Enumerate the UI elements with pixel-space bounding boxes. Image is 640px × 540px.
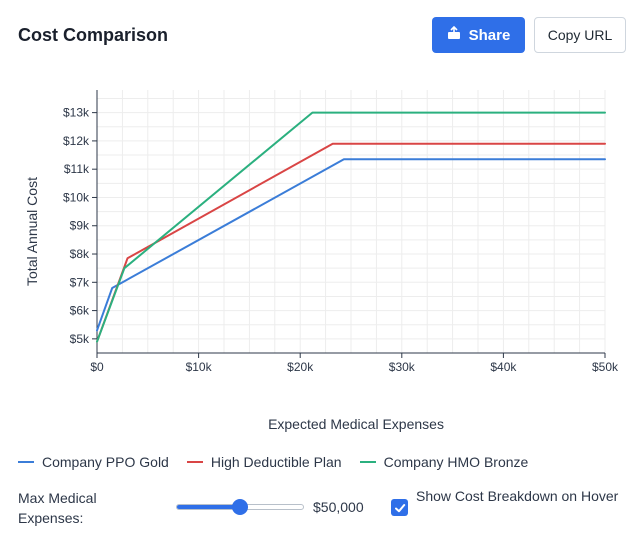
max-expenses-label: Max Medical Expenses: <box>18 490 97 526</box>
page-title: Cost Comparison <box>18 25 169 45</box>
legend-item[interactable]: High Deductible Plan <box>186 454 342 470</box>
x-tick-label: $30k <box>389 360 416 374</box>
share-icon <box>447 25 461 44</box>
x-tick-label: $20k <box>287 360 314 374</box>
slider-thumb[interactable] <box>232 499 248 515</box>
x-tick-label: $40k <box>490 360 517 374</box>
legend-label: Company PPO Gold <box>42 454 169 470</box>
y-tick-label: $8k <box>70 247 90 261</box>
x-axis-label: Expected Medical Expenses <box>268 416 444 432</box>
x-tick-label: $10k <box>186 360 213 374</box>
checkmark-icon <box>394 503 405 512</box>
controls: Max Medical Expenses: $50,000 Show Cost … <box>0 484 640 534</box>
y-tick-label: $9k <box>70 219 90 233</box>
legend-swatch <box>359 461 376 463</box>
x-tick-label: $50k <box>592 360 619 374</box>
max-expenses-slider[interactable] <box>176 499 304 515</box>
y-tick-label: $11k <box>64 162 90 176</box>
chart-legend: Company PPO Gold High Deductible Plan Comp… <box>18 453 546 471</box>
legend-swatch <box>18 461 34 463</box>
y-tick-label: $5k <box>70 332 90 346</box>
share-button-label: Share <box>468 26 511 44</box>
legend-label: Company HMO Bronze <box>383 454 529 470</box>
cost-chart[interactable]: $0 $10k $20k $30k $40k $50k $5k $6k $7k $8k $9k $10… <box>0 70 640 440</box>
header: Cost Comparison Share Copy URL <box>0 0 640 70</box>
series-line-company-hmo-bronze[interactable] <box>96 111 606 343</box>
slider-fill <box>177 505 240 509</box>
breakdown-checkbox[interactable] <box>391 499 408 516</box>
y-tick-label: $13k <box>63 106 90 120</box>
y-tick-label: $6k <box>70 304 90 318</box>
legend-swatch <box>186 461 203 463</box>
legend-label: High Deductible Plan <box>210 454 342 470</box>
y-tick-label: $12k <box>63 134 90 148</box>
copy-url-button-label: Copy URL <box>547 27 613 43</box>
y-axis-label: Total Annual Cost <box>24 177 40 286</box>
copy-url-button[interactable]: Copy URL <box>534 17 626 53</box>
series-line-company-ppo-gold[interactable] <box>96 158 606 332</box>
legend-item[interactable]: Company HMO Bronze <box>359 454 529 470</box>
y-tick-label: $7k <box>70 275 90 289</box>
x-tick-label: $0 <box>90 360 104 374</box>
y-tick-label: $10k <box>63 190 90 204</box>
max-expenses-value: $50,000 <box>313 499 364 515</box>
breakdown-label: Show Cost Breakdown on Hover <box>416 488 619 504</box>
share-button[interactable]: Share <box>432 17 525 53</box>
legend-item[interactable]: Company PPO Gold <box>18 454 169 470</box>
